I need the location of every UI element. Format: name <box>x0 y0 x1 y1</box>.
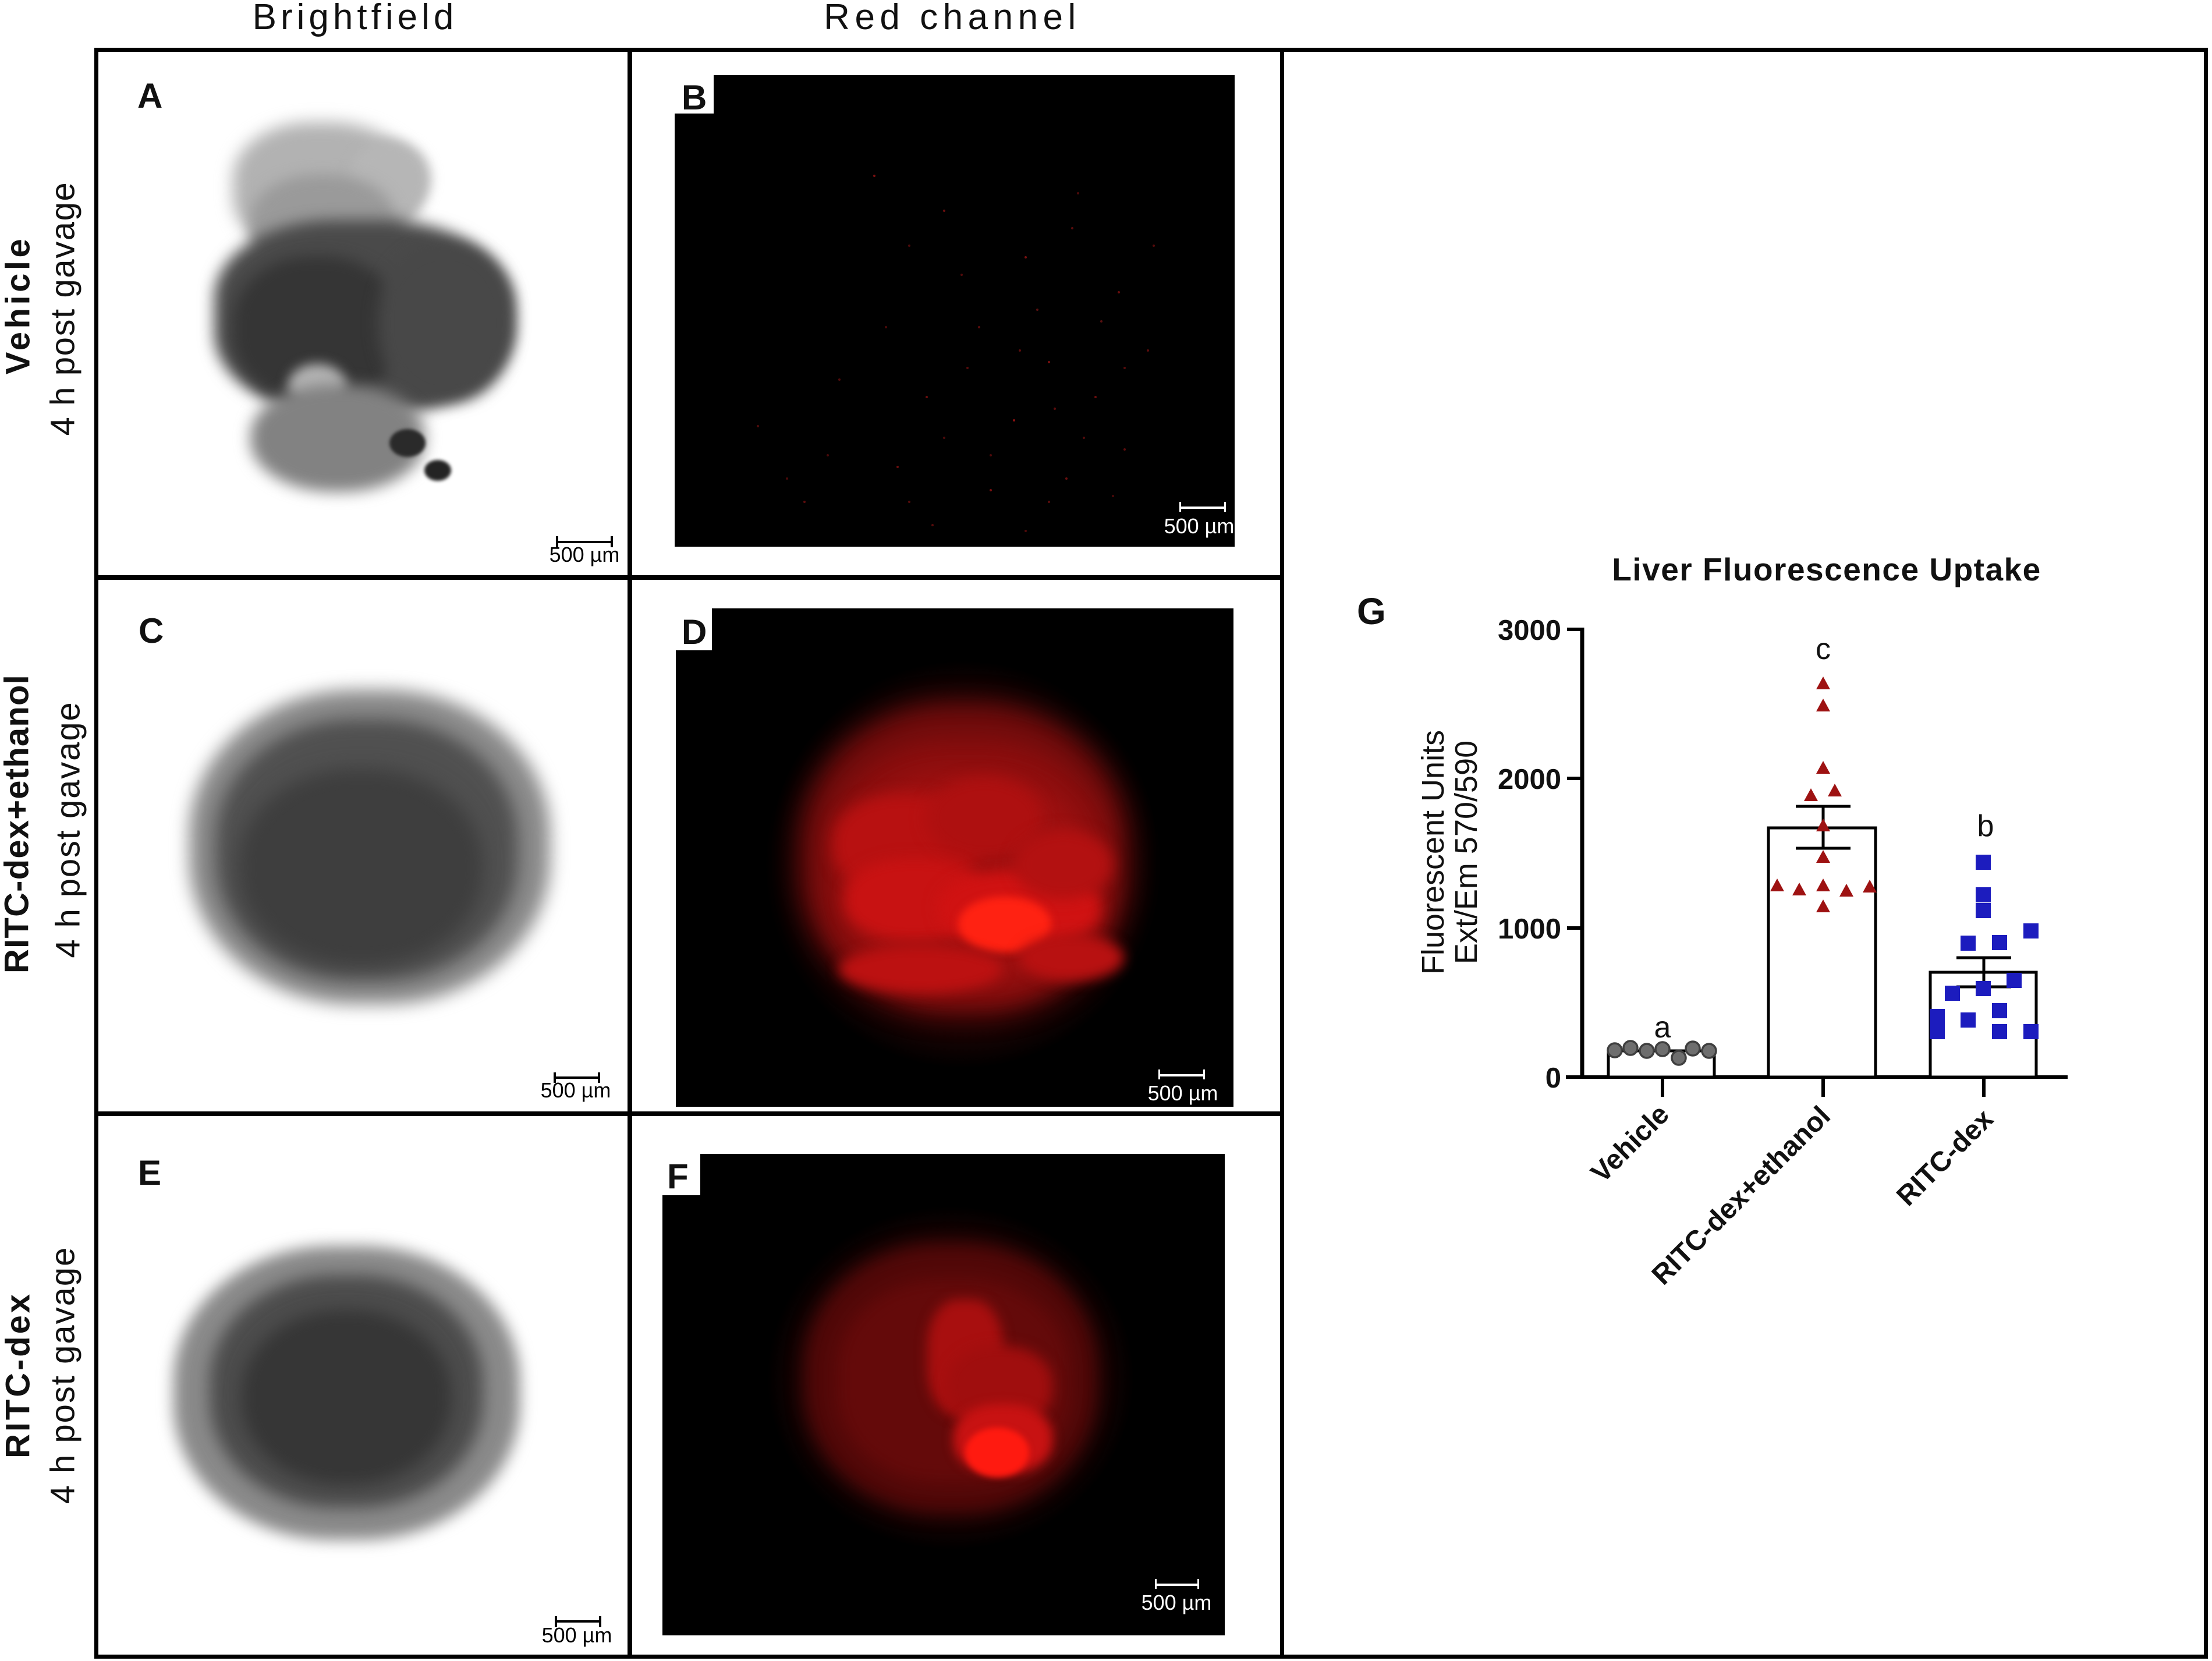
svg-text:b: b <box>1977 809 1994 843</box>
svg-text:Fluorescent Units: Fluorescent Units <box>1416 730 1451 975</box>
svg-text:a: a <box>1654 1011 1671 1044</box>
svg-text:1000: 1000 <box>1498 913 1561 945</box>
svg-text:Liver Fluorescence Uptake: Liver Fluorescence Uptake <box>1612 551 2041 587</box>
svg-text:Ext/Em 570/590: Ext/Em 570/590 <box>1449 741 1484 964</box>
svg-text:RITC-dex+ethanol: RITC-dex+ethanol <box>1646 1100 1837 1291</box>
svg-text:Vehicle: Vehicle <box>1585 1099 1675 1188</box>
svg-text:G: G <box>1357 590 1386 632</box>
svg-text:3000: 3000 <box>1498 615 1561 646</box>
svg-text:c: c <box>1816 632 1831 666</box>
svg-text:2000: 2000 <box>1498 764 1561 795</box>
svg-text:0: 0 <box>1545 1063 1561 1094</box>
svg-text:RITC-dex: RITC-dex <box>1891 1103 2000 1212</box>
